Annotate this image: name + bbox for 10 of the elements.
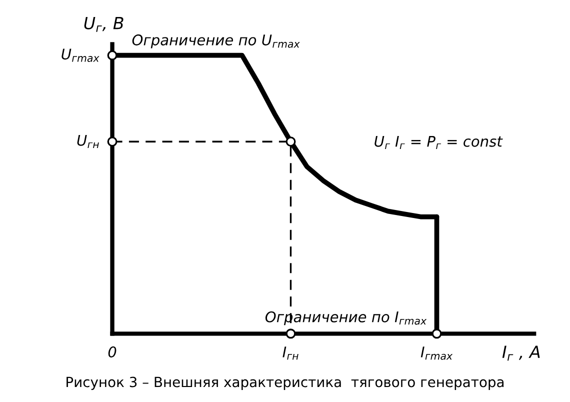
- annotation: U$_{гн}$: [77, 135, 99, 148]
- x-tick-label: I$_{гmax}$: [420, 346, 453, 360]
- x-axis-title: I$_{г}$ , A: [502, 346, 540, 361]
- annotation: U$_{г}$ I$_{г}$ = P$_{г}$ = const: [374, 136, 503, 150]
- annotation: U$_{гmax}$: [62, 48, 100, 62]
- x-tick-label: 0: [108, 346, 116, 358]
- x-tick-label: I$_{гн}$: [282, 346, 298, 360]
- y-axis-title: U$_{г}$, B: [84, 17, 124, 32]
- text: Рисунок 3 – Внешняя характеристика тягового генератора: [66, 376, 504, 390]
- annotation: Ограничение по U$_{гmax}$: [132, 34, 300, 48]
